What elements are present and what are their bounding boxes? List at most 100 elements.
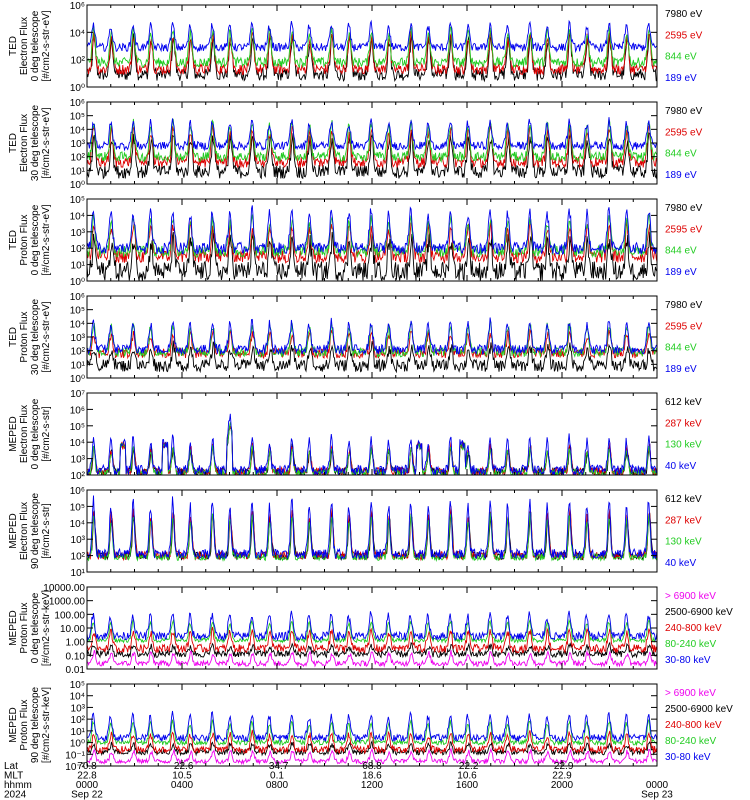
- chart-panel-4: 10⁰ 10¹ 10² 10³ 10⁴ 10⁵ 10⁶ TED Proton Flux 30 de…: [8, 292, 703, 385]
- y-tick-label: 10⁴: [70, 211, 85, 222]
- series-line-3: [87, 729, 657, 755]
- y-tick-label: 100.00: [54, 610, 85, 621]
- legend-entry: 189 eV: [665, 170, 697, 181]
- y-tick-label: 10¹: [71, 166, 86, 177]
- legend-entry: 240-800 keV: [665, 623, 722, 634]
- legend-entry: 189 eV: [665, 267, 697, 278]
- y-tick-label: 10²: [71, 244, 86, 255]
- y-tick-label: 10⁻²: [65, 762, 85, 773]
- series-group: [87, 710, 657, 766]
- legend-entry: 7980 eV: [665, 106, 703, 117]
- footer-value: 22.9: [552, 771, 572, 782]
- y-axis-label: TED: [8, 230, 19, 250]
- y-axis-label: 0 deg telescope: [30, 204, 41, 275]
- series-group: [87, 117, 657, 180]
- y-tick-label: 10²: [71, 153, 86, 164]
- series-group: [87, 495, 657, 562]
- legend-entry: 287 keV: [665, 418, 702, 429]
- legend-entry: 844 eV: [665, 246, 697, 257]
- legend-entry: 80-240 keV: [665, 639, 716, 650]
- series-line-4: [87, 205, 657, 256]
- footer-value: 0000: [646, 780, 669, 791]
- y-axis-label: MEPED: [8, 707, 19, 743]
- y-tick-label: 1.00: [66, 638, 86, 649]
- legend-entry: 2500-6900 keV: [665, 704, 733, 715]
- legend-entry: 844 eV: [665, 52, 697, 63]
- series-group: [87, 413, 657, 475]
- y-axis-label: 0 deg telescope: [30, 592, 41, 663]
- legend-entry: 612 keV: [665, 397, 702, 408]
- footer-value: Sep 23: [641, 790, 673, 800]
- y-axis-label: [#/cm2-s-str]: [41, 406, 52, 462]
- y-axis-label: 90 deg telescope: [30, 492, 41, 569]
- footer-row-label: MLT: [4, 771, 23, 782]
- footer-value: 2000: [551, 780, 574, 791]
- y-axis-label: Proton Flux: [19, 699, 30, 750]
- legend-entry: 2595 eV: [665, 30, 703, 41]
- y-tick-label: 10⁵: [70, 195, 85, 206]
- series-line-2: [87, 740, 657, 757]
- series-line-4: [87, 413, 657, 475]
- y-tick-label: 10⁶: [70, 292, 85, 303]
- footer-value: -34.7: [266, 761, 289, 772]
- footer-value: -22.6: [171, 761, 194, 772]
- footer-row-label: Lat: [4, 761, 18, 772]
- series-line-2: [87, 641, 657, 660]
- legend-entry: 7980 eV: [665, 300, 703, 311]
- legend-entry: 844 eV: [665, 343, 697, 354]
- legend-entry: 7980 eV: [665, 203, 703, 214]
- series-line-4: [87, 117, 657, 152]
- y-tick-label: 10³: [71, 228, 86, 239]
- chart-panel-5: 10² 10³ 10⁴ 10⁵ 10⁶ 10⁷ MEPED Electron Flux 0 de…: [8, 389, 702, 482]
- legend-entry: 844 eV: [665, 149, 697, 160]
- y-tick-label: 10³: [71, 139, 86, 150]
- y-tick-label: 10.00: [60, 624, 85, 635]
- series-line-3: [87, 24, 657, 69]
- legend-entry: 7980 eV: [665, 9, 703, 20]
- footer-value: 0.1: [270, 771, 284, 782]
- y-tick-label: 10³: [71, 455, 86, 466]
- y-axis-label: [#/cm2-s-str-eV]: [41, 107, 52, 178]
- chart-panel-1: 10⁰ 10² 10⁴ 10⁶ TED Electron Flux 0 deg telesc…: [8, 1, 703, 94]
- y-axis-label: Proton Flux: [19, 602, 30, 653]
- y-tick-label: 10⁰: [70, 739, 85, 750]
- y-tick-label: 10²: [71, 56, 86, 67]
- legend-entry: 30-80 keV: [665, 752, 711, 763]
- y-axis-label: [#/cm2-s-str-eV]: [41, 10, 52, 81]
- footer-value: 10.5: [172, 771, 192, 782]
- y-axis-label: 0 deg telescope: [30, 398, 41, 469]
- y-tick-label: 10³: [71, 703, 86, 714]
- series-line-1: [87, 131, 657, 180]
- y-axis-label: TED: [8, 327, 19, 347]
- y-axis-label: 90 deg telescope: [30, 686, 41, 763]
- footer-value: 68.8: [362, 761, 382, 772]
- y-tick-label: 10000.00: [43, 583, 85, 594]
- y-axis-label: Electron Flux: [19, 17, 30, 75]
- series-line-5: [87, 710, 657, 743]
- y-tick-label: 10²: [71, 471, 86, 482]
- y-tick-label: 10⁰: [70, 374, 85, 385]
- y-axis-label: 30 deg telescope: [30, 104, 41, 181]
- series-line-4: [87, 317, 657, 356]
- chart-panel-7: 0.01 0.10 1.00 10.00 100.00 1000.00 10000.00 ME…: [8, 583, 733, 676]
- y-tick-label: 10¹: [71, 261, 86, 272]
- y-tick-label: 10³: [71, 535, 86, 546]
- footer-value: 18.6: [362, 771, 382, 782]
- y-tick-label: 10²: [71, 715, 86, 726]
- legend-entry: 612 keV: [665, 494, 702, 505]
- y-axis-label: 30 deg telescope: [30, 298, 41, 375]
- series-line-2: [87, 219, 657, 265]
- legend-entry: 189 eV: [665, 73, 697, 84]
- y-tick-label: 10⁰: [70, 180, 85, 191]
- y-tick-label: 10⁷: [70, 389, 85, 400]
- y-tick-label: 10⁴: [70, 692, 85, 703]
- y-tick-label: 10⁶: [70, 98, 85, 109]
- y-axis-label: Proton Flux: [19, 311, 30, 362]
- y-tick-label: 10⁴: [70, 125, 85, 136]
- y-axis-label: MEPED: [8, 416, 19, 452]
- series-group: [87, 19, 657, 83]
- footer-value: -22.9: [551, 761, 574, 772]
